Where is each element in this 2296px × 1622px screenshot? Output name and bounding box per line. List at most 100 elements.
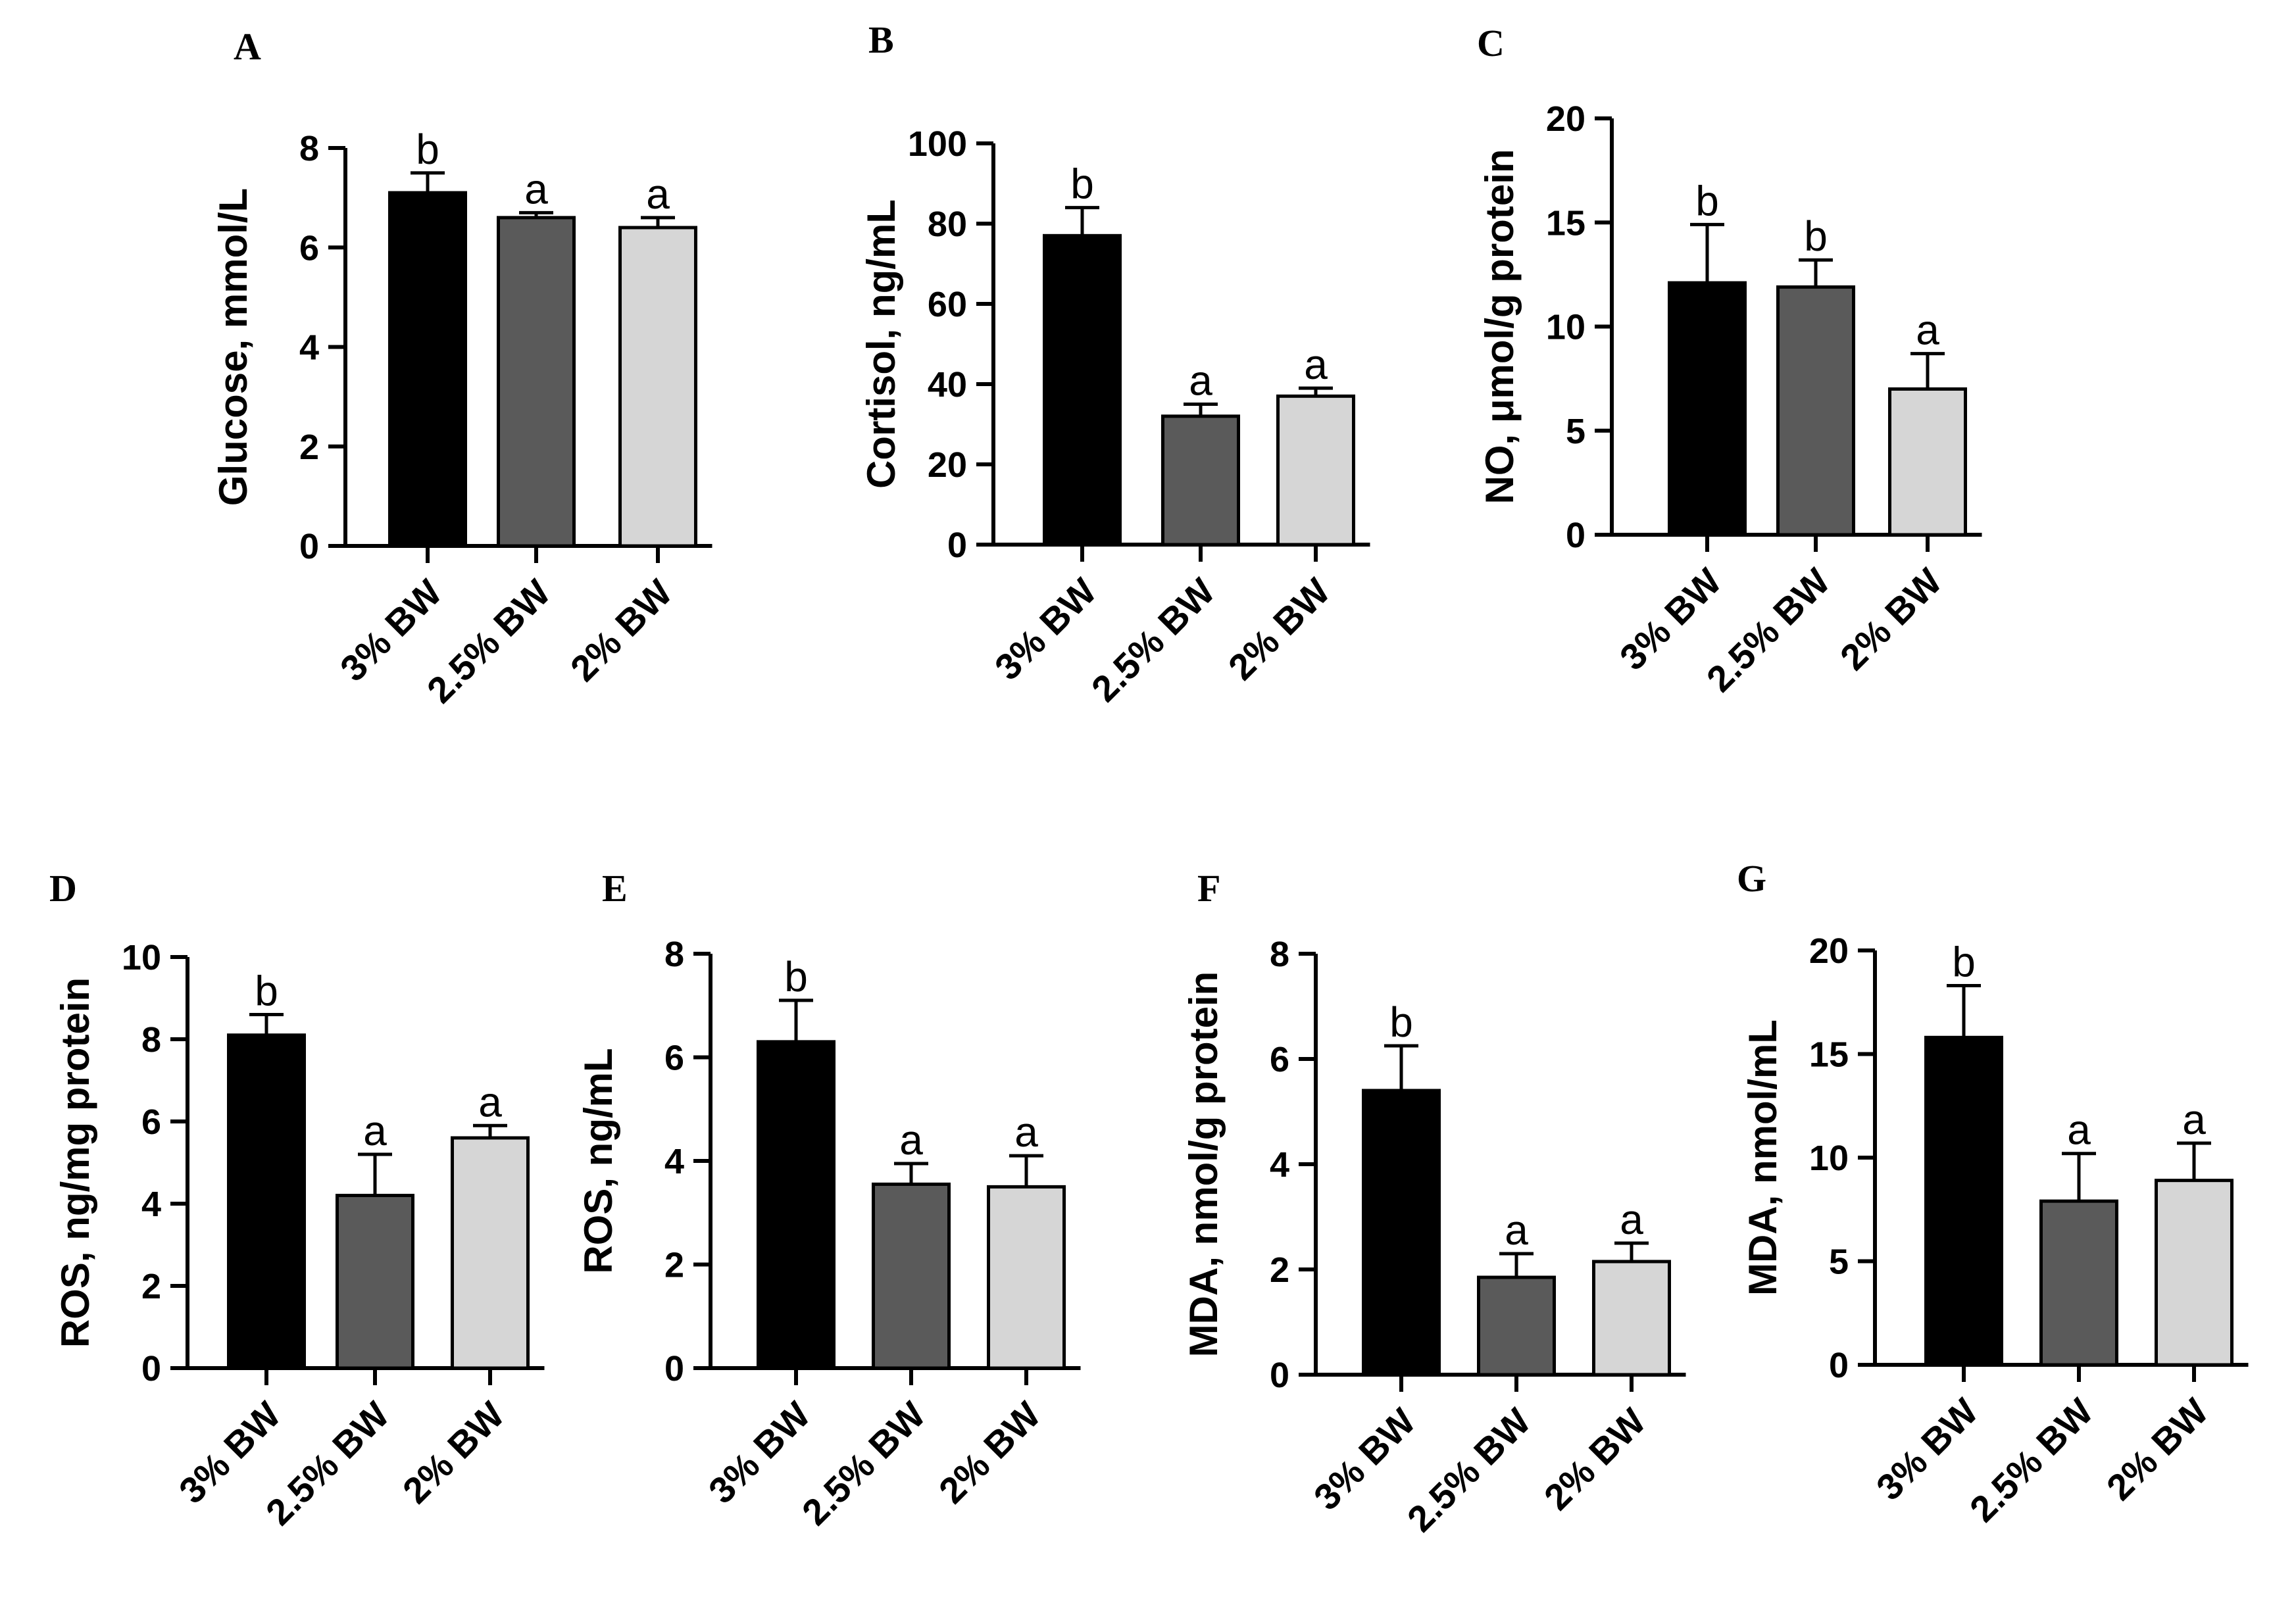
y-tick-label: 0 <box>141 1349 161 1389</box>
x-tick-label: 2.5% BW <box>1084 570 1223 710</box>
significance-label: b <box>1695 177 1719 224</box>
y-tick-label: 8 <box>664 935 684 974</box>
significance-label: a <box>2067 1106 2091 1154</box>
significance-label: a <box>524 165 548 212</box>
significance-label: a <box>899 1116 923 1164</box>
y-tick-label: 40 <box>928 365 967 405</box>
x-tick-label: 2% BW <box>2099 1390 2216 1508</box>
y-tick-label: 8 <box>1270 935 1289 974</box>
bar-g-3 <box>2155 1179 2234 1367</box>
chart-panel-b: B Cortisol, ng/mL 0 20 40 60 80 100 b 3% BW a 2.5% … <box>859 18 1370 710</box>
y-tick-label: 10 <box>122 938 161 977</box>
y-tick-label: 8 <box>141 1020 161 1060</box>
significance-label: b <box>1804 212 1828 260</box>
x-tick-label: 2% BW <box>931 1394 1049 1511</box>
y-tick-label: 20 <box>1809 931 1849 971</box>
significance-label: a <box>1916 307 1939 354</box>
y-tick-label: 4 <box>1270 1145 1289 1185</box>
bar-d-2 <box>336 1194 414 1370</box>
y-tick-label: 100 <box>908 124 967 164</box>
panel-letter: E <box>602 867 628 910</box>
significance-label: b <box>416 126 439 173</box>
significance-label: a <box>1505 1206 1528 1254</box>
significance-label: b <box>1389 998 1413 1046</box>
x-tick-label: 2% BW <box>395 1394 512 1511</box>
chart-panel-e: E ROS, ng/mL 0 2 4 6 8 b 3% BW a 2.5% BW a 2% BW <box>576 867 1081 1533</box>
y-tick-label: 0 <box>1829 1346 1849 1385</box>
y-tick-label: 6 <box>141 1102 161 1142</box>
bar-d-3 <box>451 1136 530 1370</box>
y-tick-label: 6 <box>1270 1040 1289 1079</box>
y-axis-label: ROS, ng/mL <box>576 1048 620 1273</box>
y-tick-label: 80 <box>928 205 967 244</box>
significance-label: a <box>1189 357 1212 405</box>
bar-c-3 <box>1888 387 1967 537</box>
x-tick-label: 2% BW <box>562 572 680 689</box>
bar-g-2 <box>2039 1199 2118 1367</box>
y-tick-label: 4 <box>299 328 319 368</box>
panel-letter: B <box>868 18 894 61</box>
x-tick-label: 2% BW <box>1220 570 1338 688</box>
bar-b-2 <box>1161 414 1240 547</box>
y-tick-label: 4 <box>141 1185 161 1224</box>
y-tick-label: 15 <box>1546 203 1585 243</box>
y-tick-label: 0 <box>664 1349 684 1389</box>
bar-e-3 <box>987 1185 1066 1370</box>
y-tick-label: 5 <box>1566 412 1585 451</box>
chart-panel-f: F MDA, nmol/g protein 0 2 4 6 8 b 3% BW a 2.5% BW a… <box>1182 867 1686 1540</box>
y-tick-label: 10 <box>1809 1139 1849 1178</box>
bar-d-1 <box>227 1033 306 1370</box>
bar-f-3 <box>1592 1260 1671 1377</box>
y-tick-label: 10 <box>1546 308 1585 347</box>
x-tick-label: 2.5% BW <box>794 1394 934 1533</box>
y-tick-label: 60 <box>928 285 967 324</box>
y-tick-label: 2 <box>664 1246 684 1285</box>
bar-g-1 <box>1924 1035 2003 1367</box>
panel-letter: D <box>49 867 77 910</box>
y-tick-label: 0 <box>1566 516 1585 555</box>
y-tick-label: 2 <box>299 428 319 467</box>
y-tick-label: 15 <box>1809 1035 1849 1075</box>
y-axis-label: ROS, ng/mg protein <box>53 977 97 1348</box>
significance-label: a <box>2182 1096 2206 1143</box>
bar-f-2 <box>1477 1275 1556 1377</box>
x-tick-label: 3% BW <box>701 1394 818 1511</box>
y-tick-label: 20 <box>928 445 967 485</box>
significance-label: a <box>1304 341 1328 388</box>
y-axis-label: Cortisol, ng/mL <box>859 199 903 489</box>
significance-label: b <box>255 968 278 1015</box>
bar-b-1 <box>1043 233 1122 547</box>
bar-c-1 <box>1668 281 1747 537</box>
significance-label: a <box>1620 1196 1643 1243</box>
y-tick-label: 2 <box>141 1267 161 1306</box>
y-tick-label: 0 <box>947 526 967 565</box>
panel-letter: A <box>234 25 261 68</box>
bar-b-3 <box>1276 394 1355 547</box>
bar-a-2 <box>497 216 576 548</box>
significance-label: a <box>1014 1108 1038 1156</box>
bar-c-2 <box>1776 285 1855 537</box>
x-tick-label: 2% BW <box>1832 560 1950 678</box>
x-tick-label: 2.5% BW <box>1399 1400 1539 1540</box>
y-axis-label: MDA, nmol/mL <box>1741 1020 1785 1296</box>
y-axis-label: Glucose, mmol/L <box>211 188 255 506</box>
y-tick-label: 5 <box>1829 1242 1849 1282</box>
x-tick-label: 2% BW <box>1536 1400 1654 1518</box>
significance-label: a <box>363 1107 387 1154</box>
y-tick-label: 8 <box>299 129 319 168</box>
chart-panel-g: G MDA, nmol/mL 0 5 10 15 20 b 3% BW a 2.5% BW a 2% B… <box>1737 857 2249 1530</box>
x-tick-label: 3% BW <box>1306 1400 1424 1518</box>
bar-e-2 <box>872 1182 951 1370</box>
y-tick-label: 2 <box>1270 1250 1289 1290</box>
bar-a-1 <box>388 191 467 548</box>
panel-letter: F <box>1197 867 1220 910</box>
significance-label: b <box>784 953 808 1000</box>
y-tick-label: 0 <box>299 527 319 566</box>
bar-a-3 <box>618 226 697 548</box>
bar-f-1 <box>1362 1089 1441 1377</box>
significance-label: b <box>1952 939 1976 986</box>
bar-e-1 <box>757 1040 836 1370</box>
